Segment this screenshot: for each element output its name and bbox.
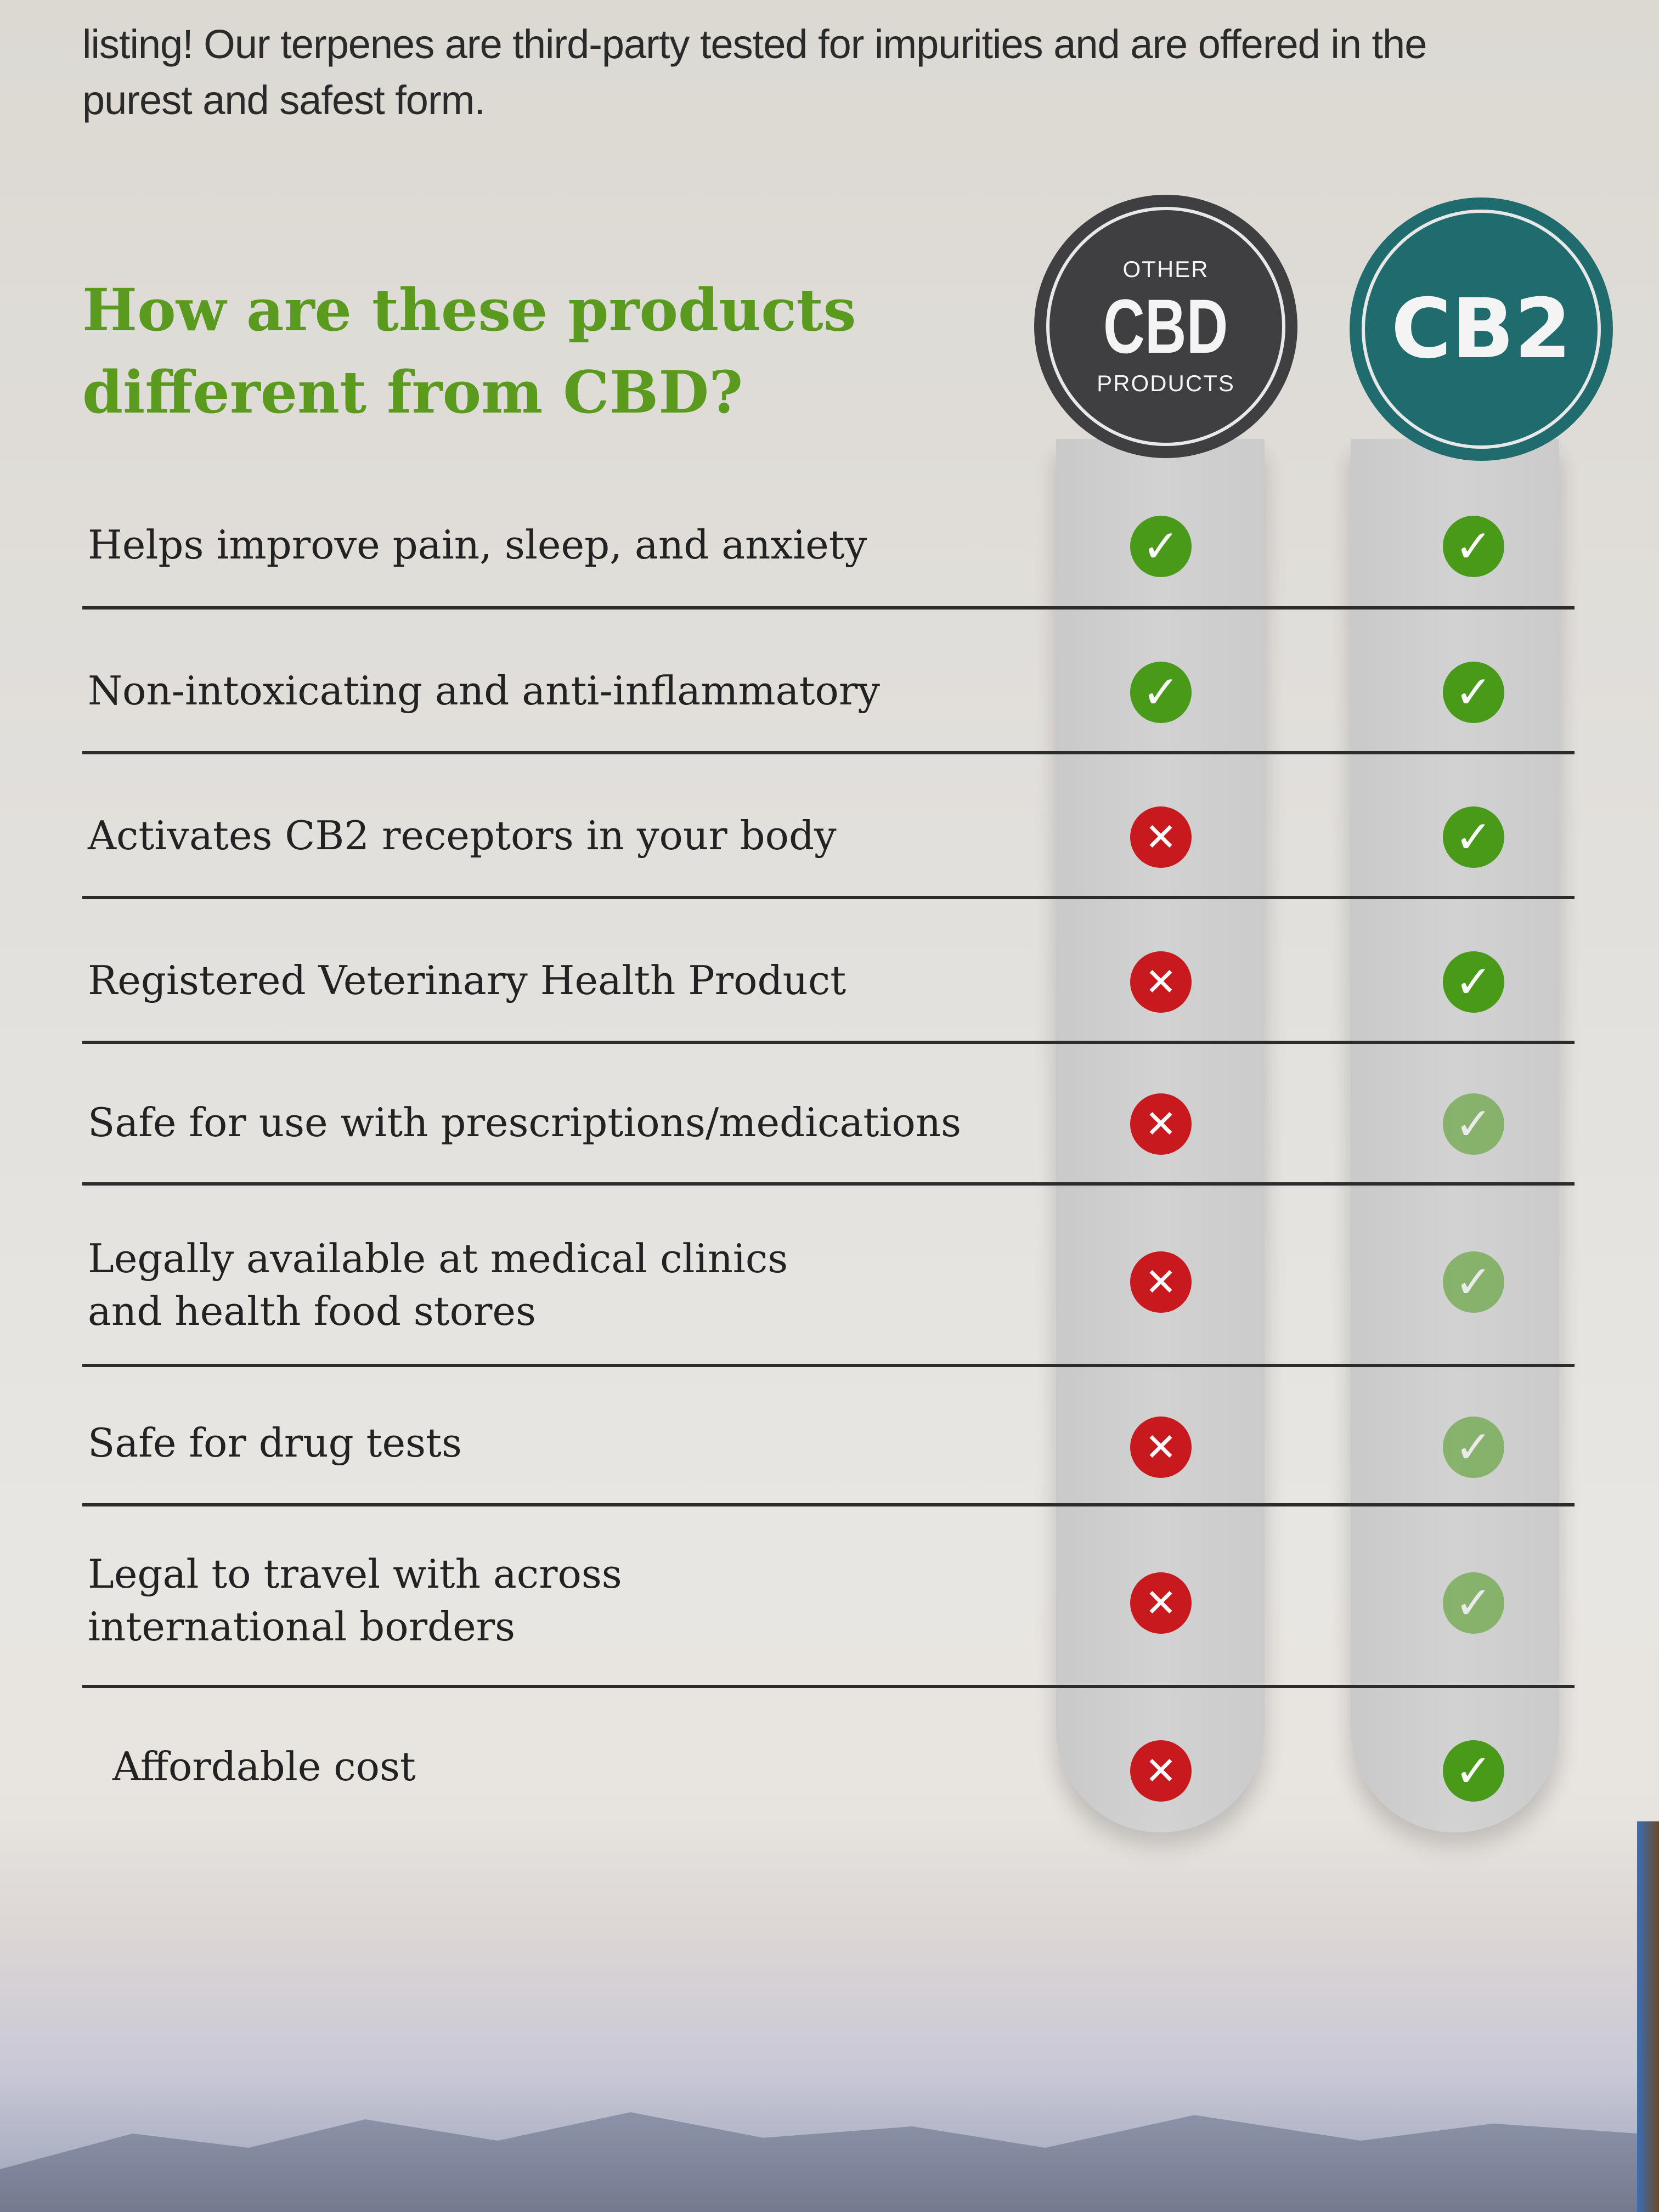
check-icon: ✓ bbox=[1443, 516, 1504, 577]
package-edge bbox=[1637, 1821, 1659, 2212]
table-row: Non-intoxicating and anti-inflammatory ✓… bbox=[82, 610, 1575, 754]
cross-icon: ✕ bbox=[1130, 1417, 1192, 1478]
row-label: Activates CB2 receptors in your body bbox=[88, 812, 837, 859]
table-row: Safe for use with prescriptions/medicati… bbox=[82, 1044, 1575, 1186]
badge-main-text: CB2 bbox=[1391, 281, 1572, 377]
row-label: Registered Veterinary Health Product bbox=[88, 957, 847, 1003]
row-label: Legally available at medical clinics and… bbox=[88, 1232, 788, 1338]
check-icon: ✓ bbox=[1443, 1572, 1504, 1634]
cross-icon: ✕ bbox=[1130, 1093, 1192, 1155]
check-icon: ✓ bbox=[1130, 662, 1192, 723]
badge-top-text: OTHER bbox=[1122, 256, 1209, 282]
check-icon: ✓ bbox=[1443, 806, 1504, 868]
table-row: Registered Veterinary Health Product ✕ ✓ bbox=[82, 899, 1575, 1044]
row-label: Safe for drug tests bbox=[88, 1420, 462, 1466]
cross-icon: ✕ bbox=[1130, 806, 1192, 868]
check-icon: ✓ bbox=[1443, 951, 1504, 1013]
row-label-line: international borders bbox=[88, 1604, 516, 1650]
table-row: Legal to travel with across internationa… bbox=[82, 1506, 1575, 1688]
row-label-line: Legal to travel with across bbox=[88, 1551, 622, 1597]
row-label: Safe for use with prescriptions/medicati… bbox=[88, 1099, 962, 1146]
check-icon: ✓ bbox=[1443, 1417, 1504, 1478]
row-label: Non-intoxicating and anti-inflammatory bbox=[88, 668, 880, 714]
check-icon: ✓ bbox=[1443, 1251, 1504, 1313]
cross-icon: ✕ bbox=[1130, 951, 1192, 1013]
table-row: Safe for drug tests ✕ ✓ bbox=[82, 1367, 1575, 1506]
row-label-line: and health food stores bbox=[88, 1288, 536, 1334]
cross-icon: ✕ bbox=[1130, 1740, 1192, 1802]
cross-icon: ✕ bbox=[1130, 1572, 1192, 1634]
table-row: Legally available at medical clinics and… bbox=[82, 1186, 1575, 1367]
badge-main-text: CBD bbox=[1103, 283, 1228, 369]
row-label: Helps improve pain, sleep, and anxiety bbox=[88, 522, 867, 568]
other-cbd-badge: OTHER CBD PRODUCTS bbox=[1034, 195, 1297, 458]
comparison-table: Helps improve pain, sleep, and anxiety ✓… bbox=[82, 466, 1575, 1825]
cross-icon: ✕ bbox=[1130, 1251, 1192, 1313]
badge-bottom-text: PRODUCTS bbox=[1097, 370, 1235, 396]
check-icon: ✓ bbox=[1443, 1093, 1504, 1155]
cb2-badge: CB2 bbox=[1350, 198, 1613, 461]
row-label-line: Legally available at medical clinics bbox=[88, 1235, 788, 1282]
row-label: Legal to travel with across internationa… bbox=[88, 1548, 622, 1653]
table-row: Affordable cost ✕ ✓ bbox=[82, 1688, 1575, 1825]
check-icon: ✓ bbox=[1443, 1740, 1504, 1802]
row-label: Affordable cost bbox=[112, 1743, 416, 1790]
comparison-heading: How are these products different from CB… bbox=[82, 275, 856, 426]
table-row: Activates CB2 receptors in your body ✕ ✓ bbox=[82, 754, 1575, 899]
intro-paragraph: listing! Our terpenes are third-party te… bbox=[82, 21, 1427, 123]
check-icon: ✓ bbox=[1130, 516, 1192, 577]
mountain-landscape-image bbox=[0, 1810, 1659, 2212]
mountain-silhouette bbox=[0, 2112, 1659, 2212]
check-icon: ✓ bbox=[1443, 662, 1504, 723]
table-row: Helps improve pain, sleep, and anxiety ✓… bbox=[82, 466, 1575, 610]
